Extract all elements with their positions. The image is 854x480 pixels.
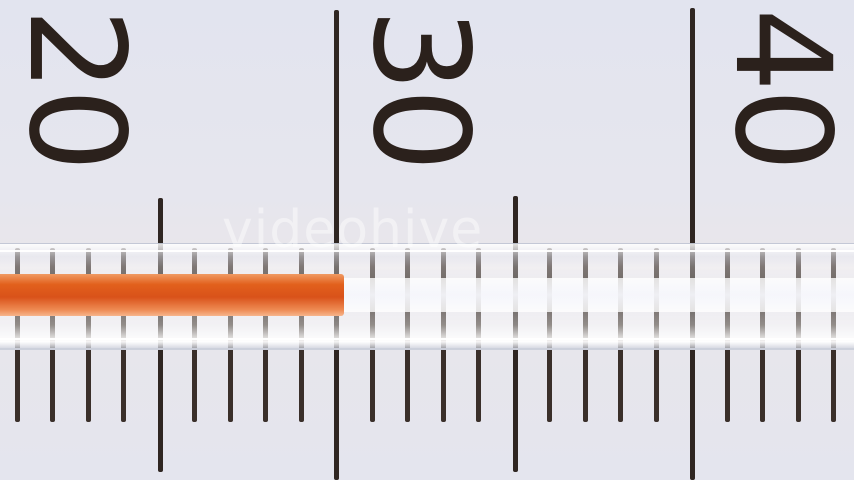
liquid-column (0, 274, 344, 316)
scale-label-30: 30 (342, 8, 497, 168)
scale-label-20: 20 (0, 8, 153, 168)
tube-highlight-bottom (0, 338, 854, 340)
scale-label-40: 40 (704, 8, 854, 168)
watermark: videohive (222, 200, 484, 260)
tube-highlight-top (0, 250, 854, 252)
